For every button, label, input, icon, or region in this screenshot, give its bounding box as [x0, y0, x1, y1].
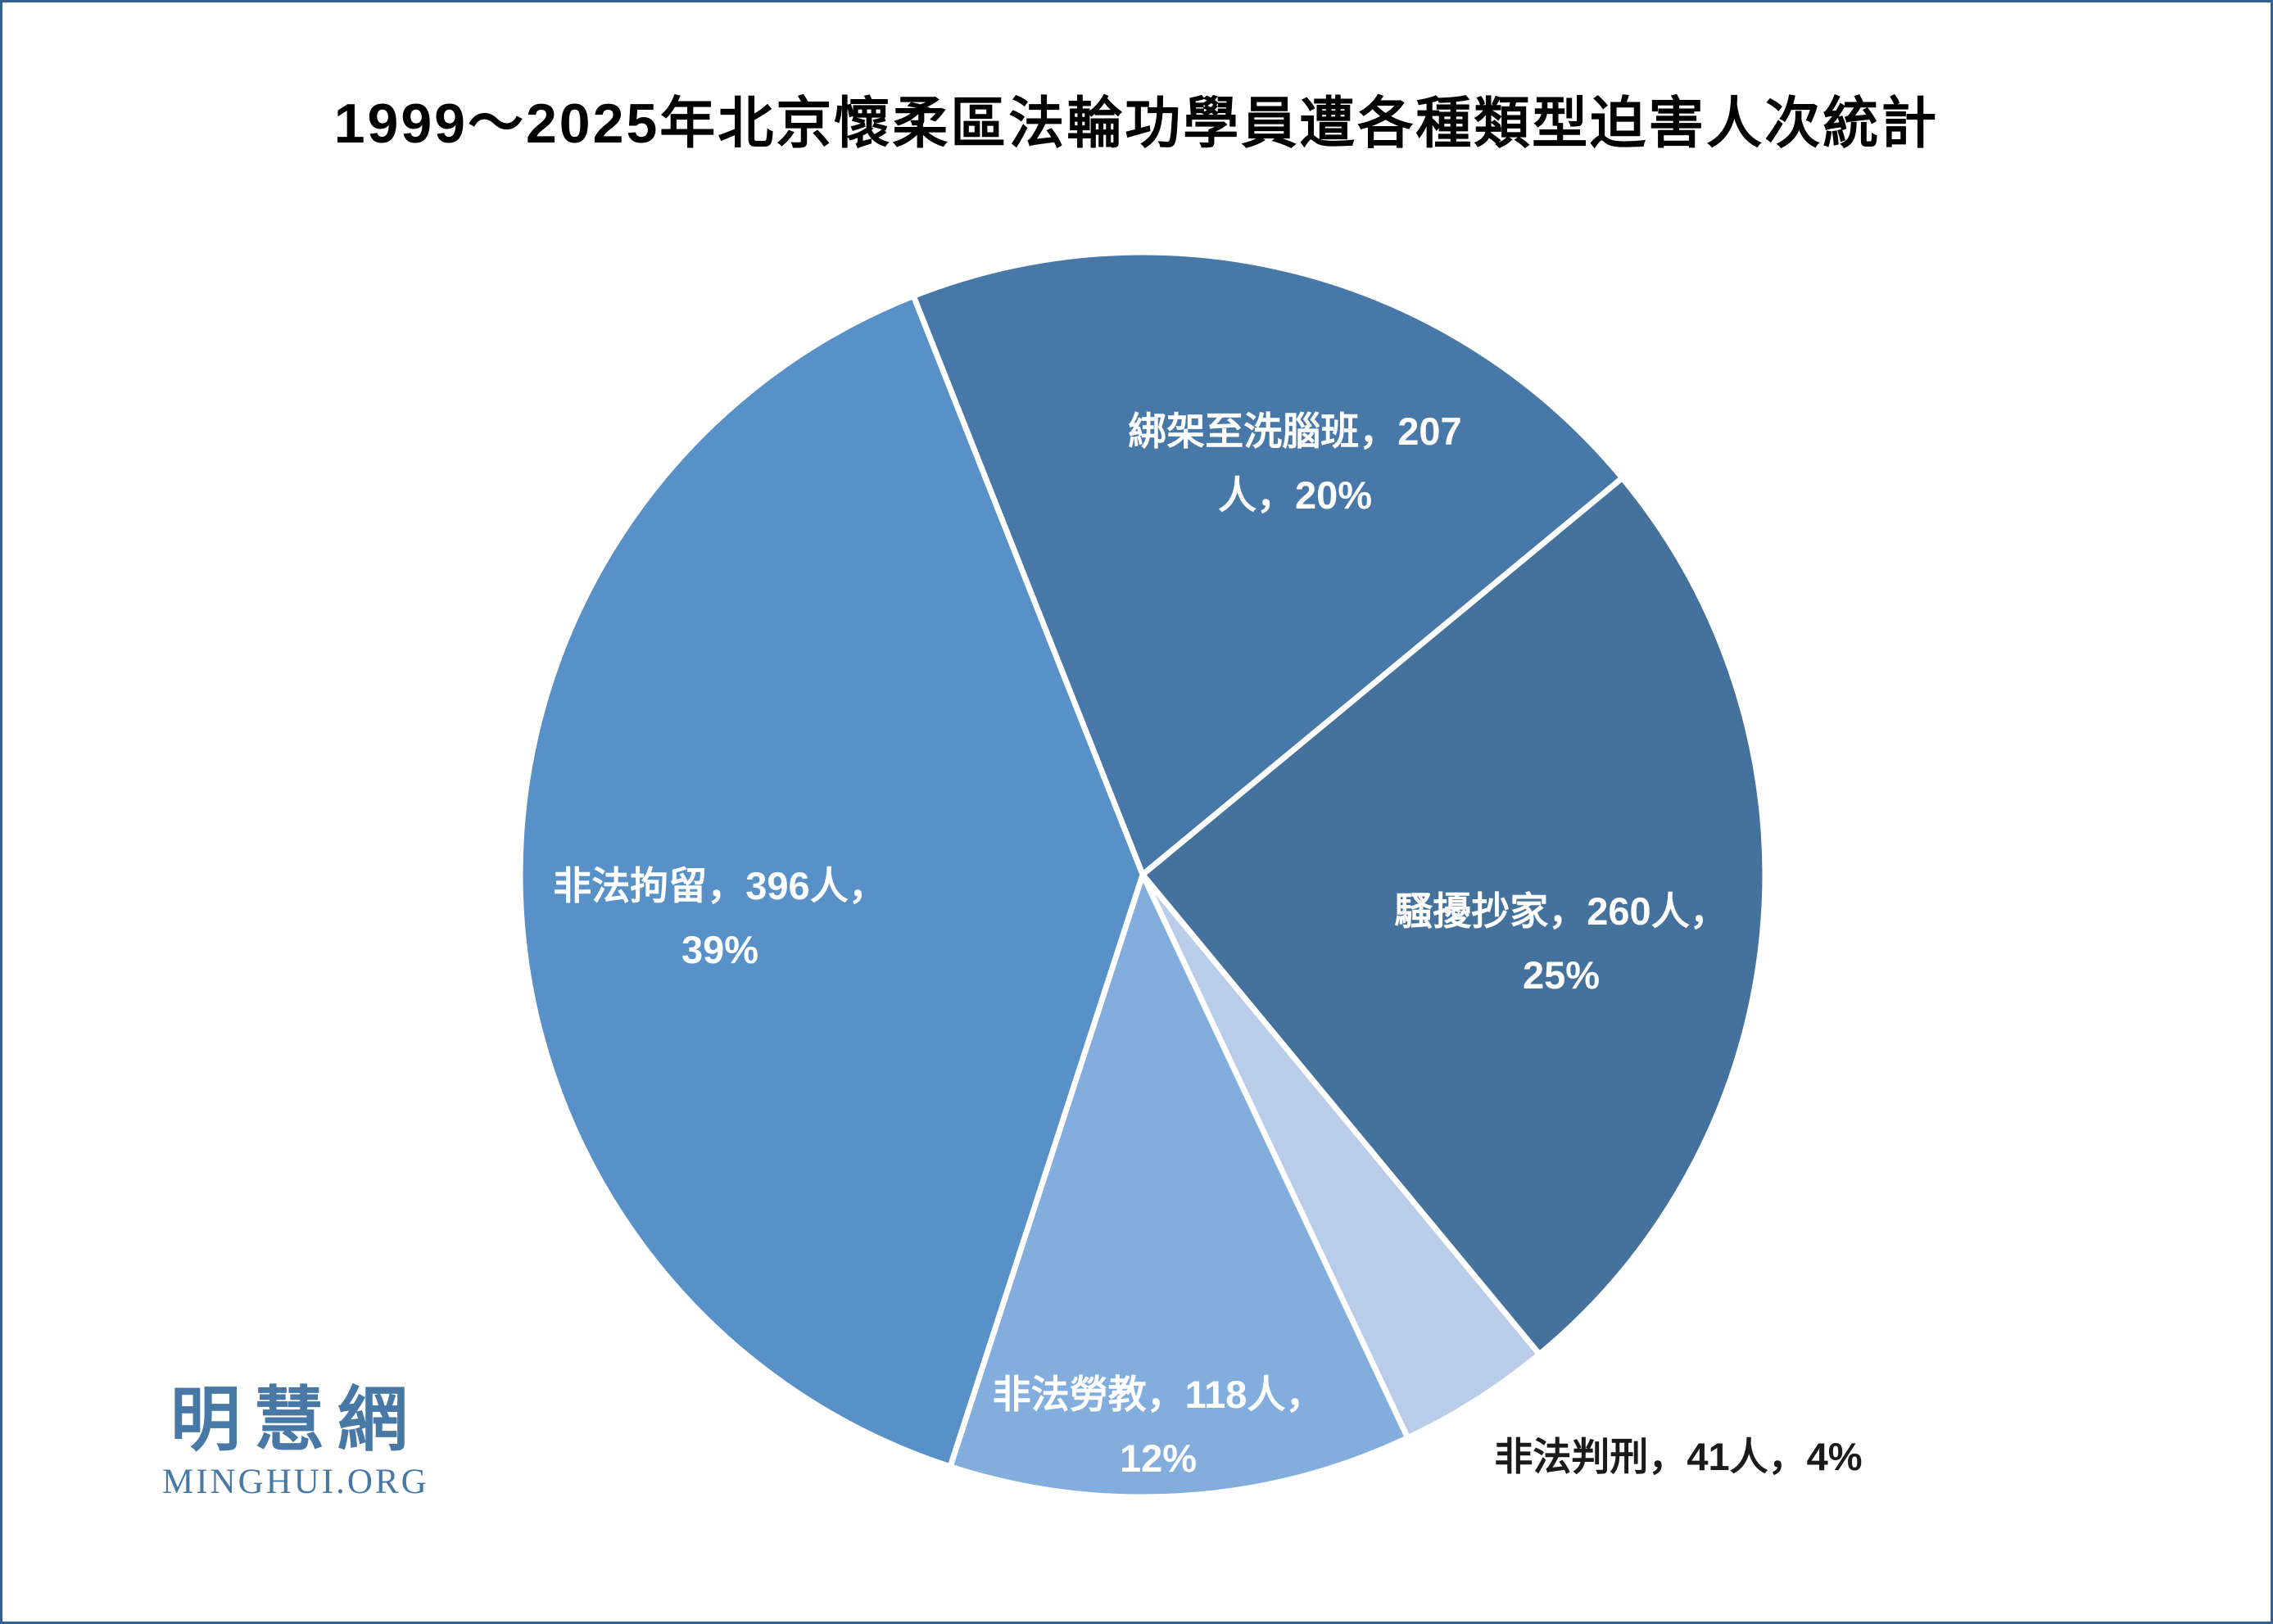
pie-slice-label-非法勞教: 非法勞教，118人， 12% [993, 1373, 1324, 1480]
pie-slice-非法勞教 [947, 871, 1411, 1500]
pie-slice-label-綁架至洗腦班: 綁架至洗腦班，207 人，20% [1128, 409, 1461, 517]
pie-slice-label-非法拘留: 非法拘留，396人， 39% [553, 864, 886, 971]
pie-slice-label-騷擾抄家: 騷擾抄家，260人， 25% [1394, 889, 1727, 997]
pie-slice-非法拘留 [517, 292, 1146, 1470]
logo-cjk-text: 明慧網 [170, 1381, 421, 1459]
pie-slice-非法判刑 [1139, 871, 1542, 1441]
minghui-logo: 明慧網 MINGHUI.ORG [162, 1385, 429, 1502]
pie-slice-label-非法判刑: 非法判刑，41人，4% [1494, 1435, 1862, 1478]
pie-slice-綁架至洗腦班 [910, 249, 1626, 878]
logo-latin-text: MINGHUI.ORG [162, 1463, 429, 1501]
pie-labels-group: 綁架至洗腦班，207 人，20% 騷擾抄家，260人， 25% 非法判刑，41人，4% 非… [553, 409, 1862, 1480]
pie-slice-騷擾抄家 [1139, 475, 1768, 1358]
chart-title: 1999～2025年北京懷柔區法輪功學員遭各種類型迫害人次統計 [333, 93, 1940, 155]
pie-slices-group [517, 249, 1768, 1500]
